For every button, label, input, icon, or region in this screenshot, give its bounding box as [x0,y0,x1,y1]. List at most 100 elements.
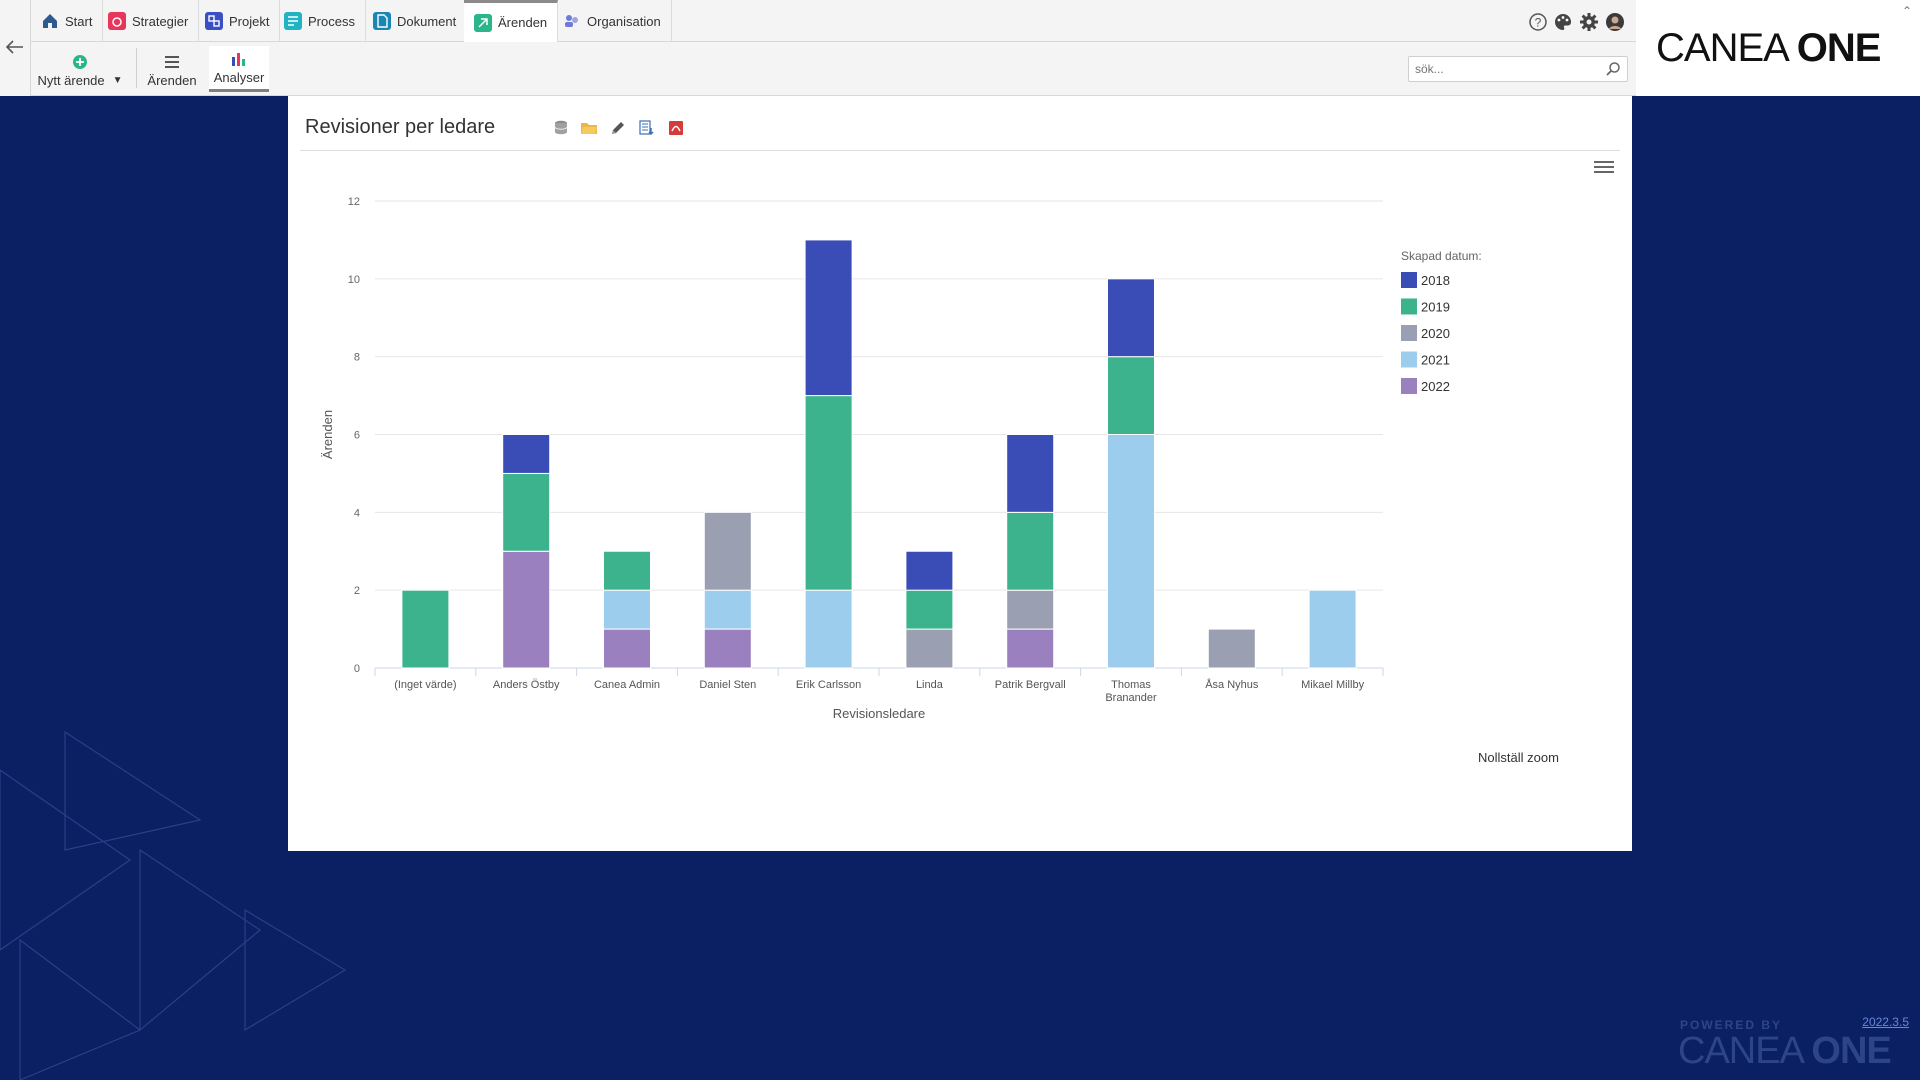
bar-segment[interactable] [1006,628,1055,669]
tab-start[interactable]: Start [31,0,104,42]
bar-segment[interactable] [502,434,551,474]
back-strip [0,0,31,96]
collapse-header-icon[interactable]: ⌃ [1901,4,1912,18]
x-axis-label: Revisionsledare [833,706,926,721]
strategy-icon [108,12,126,30]
bar-segment[interactable] [905,628,954,669]
bar-segment[interactable] [603,589,651,630]
new-case-label: Nytt ärende [37,73,105,88]
bar-segment[interactable] [1308,589,1357,669]
dropdown-caret-icon[interactable]: ▼ [112,75,123,86]
legend-item-label[interactable]: 2018 [1421,273,1450,288]
tab-projekt[interactable]: Projekt [195,0,281,42]
bar-segment[interactable] [1107,434,1155,669]
main-navigation: Start Strategier Projekt Process Dokumen… [31,0,1636,42]
edit-pencil-icon[interactable] [609,119,627,137]
bar-segment[interactable] [502,472,551,552]
svg-text:?: ? [1535,16,1542,30]
home-icon [41,12,59,30]
help-icon[interactable]: ? [1528,12,1548,32]
gear-icon[interactable] [1579,12,1599,32]
x-tick-label: Mikael Millby [1301,679,1364,691]
legend-swatch[interactable] [1401,351,1417,368]
legend-title: Skapad datum: [1401,249,1482,263]
database-icon[interactable] [552,119,570,137]
bar-segment[interactable] [905,589,954,630]
bar-segment[interactable] [703,589,752,630]
project-icon [205,12,223,30]
bar-segment[interactable] [401,589,450,669]
legend-item-label[interactable]: 2022 [1421,379,1450,394]
search-input[interactable] [1409,57,1599,81]
tab-dokument[interactable]: Dokument [363,0,468,42]
legend-swatch[interactable] [1401,378,1417,394]
y-axis-label: Ärenden [320,410,335,459]
legend-swatch[interactable] [1401,272,1417,288]
x-tick-label: (Inget värde) [394,679,456,691]
bar-segment[interactable] [905,550,954,591]
title-divider [300,150,1620,151]
chart-menu-button[interactable] [1594,158,1614,176]
export-excel-icon[interactable] [638,119,656,137]
list-icon [165,56,179,68]
new-case-button[interactable]: Nytt ärende ▼ [31,46,129,92]
x-tick-label: Thomas [1111,679,1151,691]
x-tick-label: Åsa Nyhus [1205,678,1259,691]
bar-segment[interactable] [1006,511,1055,591]
y-tick-label: 0 [354,663,360,675]
tab-process[interactable]: Process [274,0,366,42]
analyses-button[interactable]: Analyser [209,46,269,92]
open-folder-icon[interactable] [580,119,598,137]
analysis-panel: Revisioner per ledare 0 2 4 6 8 10 12 Ärenden (I… [288,96,1632,851]
legend-item-label[interactable]: 2019 [1421,300,1450,315]
y-tick-label: 12 [348,196,360,208]
logo-area: CANEA ONE ⌃ [1636,0,1920,96]
bar-segment[interactable] [1006,434,1055,513]
back-arrow-icon[interactable] [4,36,26,58]
bar-segment[interactable] [1107,278,1155,358]
bar-segment[interactable] [703,628,752,669]
page-title: Revisioner per ledare [305,116,496,138]
cases-list-button[interactable]: Ärenden [144,46,200,92]
y-tick-label: 10 [348,274,360,286]
tab-strategier[interactable]: Strategier [98,0,200,42]
bar-segment[interactable] [603,550,651,591]
legend-swatch[interactable] [1401,298,1417,315]
reset-zoom-button[interactable]: Nollställ zoom [1478,750,1559,765]
action-toolbar: Nytt ärende ▼ Ärenden Analyser [31,42,1636,96]
bar-segment[interactable] [502,550,551,669]
x-tick-label: Anders Östby [493,679,560,691]
search-icon[interactable] [1605,61,1621,77]
powered-by-logo: CANEA ONE [1678,1030,1892,1073]
analyses-label: Analyser [213,70,265,85]
palette-icon[interactable] [1553,12,1573,32]
version-link[interactable]: 2022.3.5 [1862,1015,1909,1029]
menu-line [1594,166,1614,168]
tab-label: Strategier [132,13,189,29]
legend-item-label[interactable]: 2020 [1421,326,1450,341]
x-tick-label: Patrik Bergvall [995,679,1066,691]
tab-arenden[interactable]: Ärenden [464,0,559,42]
bar-segment[interactable] [1207,628,1256,669]
avatar[interactable] [1605,12,1625,32]
export-pdf-icon[interactable] [667,119,685,137]
app-header: Start Strategier Projekt Process Dokumen… [0,0,1920,96]
legend-swatch[interactable] [1401,325,1417,341]
x-tick-label: Erik Carlsson [796,679,861,691]
bar-segment[interactable] [804,395,853,591]
bar-segment[interactable] [603,628,651,669]
tab-label: Ärenden [498,15,548,30]
y-tick-label: 4 [354,507,360,519]
legend-item-label[interactable]: 2021 [1421,353,1450,368]
tab-label: Process [308,13,355,29]
tab-organisation[interactable]: Organisation [553,0,672,42]
y-tick-label: 6 [354,430,360,442]
bar-chart-icon [232,53,245,66]
x-tick-label: Branander [1105,692,1157,704]
bar-segment[interactable] [804,589,853,669]
bar-segment[interactable] [703,511,752,591]
bar-segment[interactable] [804,239,853,397]
bar-segment[interactable] [1006,589,1055,630]
bar-segment[interactable] [1107,356,1155,436]
x-tick-label: Linda [916,679,944,691]
